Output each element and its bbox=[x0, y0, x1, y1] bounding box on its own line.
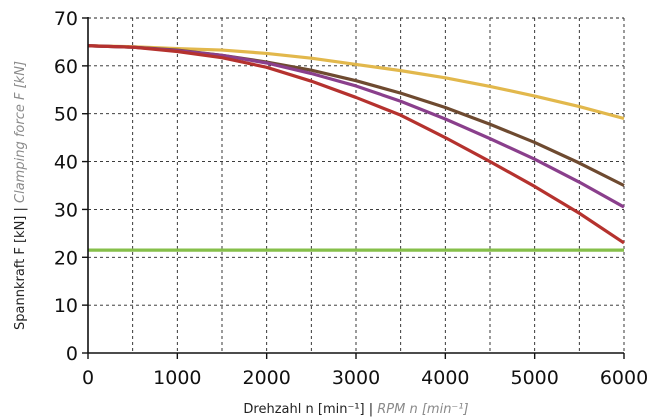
y-axis-label: Spannkraft F [kN] | Clamping force F [kN… bbox=[13, 61, 28, 330]
x-tick-label: 6000 bbox=[600, 367, 647, 389]
y-tick-label: 0 bbox=[66, 343, 78, 365]
x-tick-label: 1000 bbox=[153, 367, 201, 389]
x-tick-label: 5000 bbox=[510, 367, 558, 389]
x-axis-label-main: Drehzahl n [min⁻¹] | bbox=[243, 402, 377, 417]
y-tick-label: 20 bbox=[54, 247, 78, 269]
series-line-4 bbox=[87, 44, 625, 245]
y-axis-label-alt: Clamping force F [kN] bbox=[13, 61, 28, 203]
y-tick-label: 70 bbox=[54, 8, 78, 30]
x-axis-label: Drehzahl n [min⁻¹] | RPM n [min⁻¹] bbox=[243, 402, 468, 417]
y-tick-label: 30 bbox=[54, 199, 78, 221]
series-group bbox=[87, 44, 625, 252]
tick-labels: 0 10 20 30 40 50 60 70 0 1000 2000 3000 4000 5000 6000 bbox=[54, 8, 647, 389]
y-tick-label: 60 bbox=[54, 56, 78, 78]
x-tick-label: 0 bbox=[82, 367, 94, 389]
x-tick-label: 3000 bbox=[332, 367, 380, 389]
grid bbox=[88, 17, 625, 353]
y-axis-label-main: Spannkraft F [kN] | bbox=[13, 203, 28, 330]
y-tick-label: 50 bbox=[54, 104, 78, 126]
axes bbox=[82, 17, 625, 359]
y-tick-label: 40 bbox=[54, 152, 78, 174]
y-tick-label: 10 bbox=[54, 295, 78, 317]
x-tick-label: 4000 bbox=[421, 367, 469, 389]
x-tick-label: 2000 bbox=[242, 367, 290, 389]
x-axis-label-alt: RPM n [min⁻¹] bbox=[377, 402, 468, 417]
